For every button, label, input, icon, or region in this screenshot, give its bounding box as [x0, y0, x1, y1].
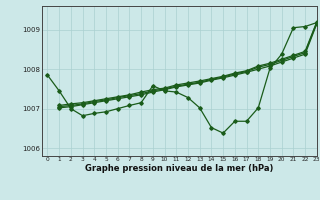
- X-axis label: Graphe pression niveau de la mer (hPa): Graphe pression niveau de la mer (hPa): [85, 164, 273, 173]
